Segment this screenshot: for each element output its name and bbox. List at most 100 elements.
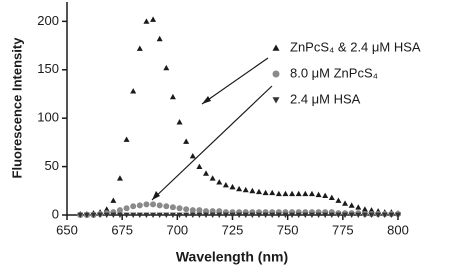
marker: [90, 212, 97, 218]
marker: [110, 212, 117, 218]
marker: [308, 190, 315, 197]
marker: [348, 212, 355, 218]
marker: [361, 212, 368, 218]
marker: [216, 212, 223, 218]
marker: [295, 212, 302, 218]
legend-marker: [272, 44, 280, 51]
marker: [203, 170, 210, 176]
marker: [295, 190, 302, 197]
marker: [156, 35, 163, 42]
marker: [123, 136, 130, 142]
marker: [130, 203, 137, 210]
marker: [275, 190, 282, 197]
marker: [116, 212, 123, 218]
y-tick-label: 200: [37, 13, 59, 28]
marker: [176, 119, 183, 125]
marker: [255, 188, 262, 195]
x-tick-label: 775: [332, 222, 354, 237]
marker: [282, 190, 289, 197]
marker: [169, 204, 176, 211]
marker: [395, 212, 401, 218]
marker: [262, 189, 269, 196]
marker: [156, 202, 163, 209]
marker: [236, 185, 243, 192]
marker: [289, 190, 296, 197]
marker: [169, 93, 176, 100]
marker: [381, 212, 388, 218]
legend-label: ZnPcS₄ & 2.4 μM HSA: [290, 39, 421, 54]
marker: [342, 212, 349, 218]
marker: [322, 192, 329, 199]
marker: [203, 212, 210, 218]
x-tick-label: 800: [387, 222, 409, 237]
marker: [116, 175, 123, 181]
marker: [209, 175, 216, 181]
marker: [355, 204, 362, 210]
marker: [229, 183, 236, 190]
marker: [315, 212, 322, 218]
marker: [335, 197, 342, 203]
legend-marker: [272, 97, 280, 104]
marker: [183, 206, 190, 213]
marker: [163, 203, 170, 210]
marker: [229, 212, 236, 218]
marker: [308, 212, 315, 218]
marker: [150, 212, 157, 218]
marker: [216, 179, 223, 185]
marker: [163, 212, 170, 218]
marker: [255, 212, 262, 218]
x-tick-label: 650: [56, 222, 78, 237]
marker: [249, 212, 256, 218]
marker: [150, 201, 157, 208]
marker: [189, 207, 196, 214]
marker: [315, 191, 322, 198]
marker: [262, 212, 269, 218]
marker: [103, 212, 110, 218]
marker: [136, 45, 143, 51]
legend-label: 8.0 μM ZnPcS₄: [290, 65, 378, 80]
marker: [196, 207, 203, 214]
marker: [368, 212, 375, 218]
x-tick-label: 750: [277, 222, 299, 237]
marker: [116, 207, 123, 214]
marker: [328, 212, 335, 218]
x-tick-label: 675: [111, 222, 133, 237]
arrow-head: [152, 191, 160, 200]
marker: [176, 212, 183, 218]
y-tick-label: 100: [37, 110, 59, 125]
marker: [355, 212, 362, 218]
marker: [342, 200, 349, 206]
marker: [143, 201, 150, 208]
marker: [136, 212, 143, 218]
marker: [302, 212, 309, 218]
marker: [335, 212, 342, 218]
marker: [130, 212, 137, 218]
annotation-arrow: [151, 85, 273, 201]
y-axis-label: Fluorescence Intensity: [9, 37, 24, 179]
marker: [123, 212, 130, 218]
x-tick-label: 700: [166, 222, 188, 237]
marker: [156, 212, 163, 218]
arrow-head: [202, 96, 211, 104]
marker: [222, 212, 229, 218]
marker: [236, 212, 243, 218]
x-axis-label: Wavelength (nm): [176, 249, 288, 265]
marker: [289, 212, 296, 218]
marker: [143, 18, 150, 24]
marker: [123, 205, 130, 212]
marker: [176, 205, 183, 212]
marker: [97, 212, 104, 218]
y-tick-label: 50: [45, 158, 59, 173]
marker: [189, 152, 196, 159]
marker: [163, 64, 170, 71]
marker: [103, 206, 110, 212]
marker: [322, 212, 329, 218]
marker: [196, 163, 203, 169]
marker: [249, 187, 256, 194]
marker: [368, 207, 375, 213]
marker: [189, 212, 196, 218]
marker: [183, 138, 190, 144]
y-tick-label: 0: [52, 206, 59, 221]
marker: [348, 202, 355, 208]
